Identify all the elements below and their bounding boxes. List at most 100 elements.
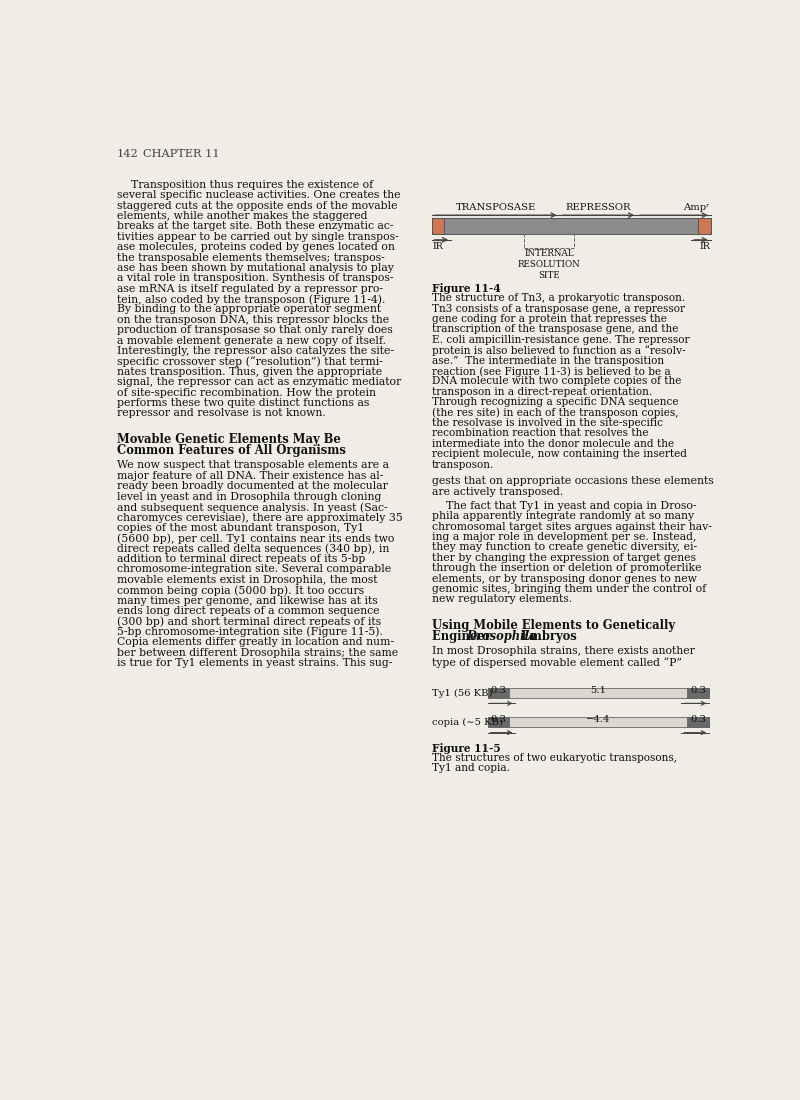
Text: 5-bp chromosome-integration site (Figure 11-5).: 5-bp chromosome-integration site (Figure… bbox=[117, 627, 383, 637]
Text: REPRESSOR: REPRESSOR bbox=[566, 202, 631, 212]
Text: common being copia (5000 bp). It too occurs: common being copia (5000 bp). It too occ… bbox=[117, 585, 364, 596]
Text: Through recognizing a specific DNA sequence: Through recognizing a specific DNA seque… bbox=[432, 397, 678, 407]
Text: Ty1 and copia.: Ty1 and copia. bbox=[432, 763, 510, 773]
Text: staggered cuts at the opposite ends of the movable: staggered cuts at the opposite ends of t… bbox=[117, 200, 398, 210]
Text: E. coli ampicillin-resistance gene. The repressor: E. coli ampicillin-resistance gene. The … bbox=[432, 334, 690, 345]
Text: copies of the most abundant transposon, Ty1: copies of the most abundant transposon, … bbox=[117, 522, 364, 532]
Text: Copia elements differ greatly in location and num-: Copia elements differ greatly in locatio… bbox=[117, 637, 394, 647]
Text: ready been broadly documented at the molecular: ready been broadly documented at the mol… bbox=[117, 481, 388, 492]
Text: a vital role in transposition. Synthesis of transpos-: a vital role in transposition. Synthesis… bbox=[117, 273, 394, 284]
Text: 142: 142 bbox=[117, 148, 139, 158]
Text: elements, while another makes the staggered: elements, while another makes the stagge… bbox=[117, 211, 367, 221]
Text: (300 bp) and short terminal direct repeats of its: (300 bp) and short terminal direct repea… bbox=[117, 616, 381, 627]
Text: Engineer: Engineer bbox=[432, 630, 494, 642]
Text: The structure of Tn3, a prokaryotic transposon.: The structure of Tn3, a prokaryotic tran… bbox=[432, 294, 685, 304]
Text: specific crossover step (“resolution”) that termi-: specific crossover step (“resolution”) t… bbox=[117, 356, 383, 367]
Text: breaks at the target site. Both these enzymatic ac-: breaks at the target site. Both these en… bbox=[117, 221, 394, 231]
Bar bbox=[687, 717, 709, 727]
Text: Figure 11-5: Figure 11-5 bbox=[432, 742, 500, 754]
Text: direct repeats called delta sequences (340 bp), in: direct repeats called delta sequences (3… bbox=[117, 543, 390, 554]
Text: Drosophila: Drosophila bbox=[466, 630, 536, 642]
Text: 0.3: 0.3 bbox=[490, 685, 506, 694]
Text: DNA molecule with two complete copies of the: DNA molecule with two complete copies of… bbox=[432, 376, 681, 386]
Text: transposon in a direct-repeat orientation.: transposon in a direct-repeat orientatio… bbox=[432, 387, 652, 397]
Text: ber between different Drosophila strains; the same: ber between different Drosophila strains… bbox=[117, 648, 398, 658]
Text: INTERNAL
RESOLUTION
SITE: INTERNAL RESOLUTION SITE bbox=[518, 249, 580, 279]
Text: several specific nuclease activities. One creates the: several specific nuclease activities. On… bbox=[117, 190, 401, 200]
Text: 0.3: 0.3 bbox=[490, 715, 506, 724]
Text: Ampʳ: Ampʳ bbox=[682, 202, 709, 212]
Text: on the transposon DNA, this repressor blocks the: on the transposon DNA, this repressor bl… bbox=[117, 315, 389, 324]
Text: phila apparently integrate randomly at so many: phila apparently integrate randomly at s… bbox=[432, 512, 694, 521]
Text: ase has been shown by mutational analysis to play: ase has been shown by mutational analysi… bbox=[117, 263, 394, 273]
Text: production of transposase so that only rarely does: production of transposase so that only r… bbox=[117, 326, 393, 336]
Text: transcription of the transposase gene, and the: transcription of the transposase gene, a… bbox=[432, 324, 678, 334]
Text: ase molecules, proteins coded by genes located on: ase molecules, proteins coded by genes l… bbox=[117, 242, 395, 252]
Text: copia (∼5 KB): copia (∼5 KB) bbox=[432, 717, 502, 727]
Text: We now suspect that transposable elements are a: We now suspect that transposable element… bbox=[117, 461, 389, 471]
Text: signal, the repressor can act as enzymatic mediator: signal, the repressor can act as enzymat… bbox=[117, 377, 402, 387]
Text: tein, also coded by the transposon (Figure 11-4).: tein, also coded by the transposon (Figu… bbox=[117, 294, 386, 305]
Text: Embryos: Embryos bbox=[517, 630, 577, 642]
Text: gene coding for a protein that represses the: gene coding for a protein that represses… bbox=[432, 315, 666, 324]
Text: nates transposition. Thus, given the appropriate: nates transposition. Thus, given the app… bbox=[117, 367, 382, 377]
Text: Ty1 (56 KB): Ty1 (56 KB) bbox=[432, 689, 492, 697]
Text: chromosomal target sites argues against their hav-: chromosomal target sites argues against … bbox=[432, 521, 711, 531]
Text: intermediate into the donor molecule and the: intermediate into the donor molecule and… bbox=[432, 439, 674, 449]
Text: new regulatory elements.: new regulatory elements. bbox=[432, 594, 572, 604]
Text: level in yeast and in Drosophila through cloning: level in yeast and in Drosophila through… bbox=[117, 492, 382, 502]
Text: major feature of all DNA. Their existence has al-: major feature of all DNA. Their existenc… bbox=[117, 471, 383, 481]
Text: (5600 bp), per cell. Ty1 contains near its ends two: (5600 bp), per cell. Ty1 contains near i… bbox=[117, 534, 394, 543]
Text: Using Mobile Elements to Genetically: Using Mobile Elements to Genetically bbox=[432, 618, 674, 631]
Text: repressor and resolvase is not known.: repressor and resolvase is not known. bbox=[117, 408, 326, 418]
Text: charomyces cerevisiae), there are approximately 35: charomyces cerevisiae), there are approx… bbox=[117, 513, 403, 522]
Text: gests that on appropriate occasions these elements: gests that on appropriate occasions thes… bbox=[432, 476, 714, 486]
Text: are actively transposed.: are actively transposed. bbox=[432, 486, 563, 496]
Text: (the res site) in each of the transposon copies,: (the res site) in each of the transposon… bbox=[432, 408, 678, 418]
Text: and subsequent sequence analysis. In yeast (Sac-: and subsequent sequence analysis. In yea… bbox=[117, 502, 388, 513]
Text: addition to terminal direct repeats of its 5-bp: addition to terminal direct repeats of i… bbox=[117, 554, 366, 564]
Text: they may function to create genetic diversity, ei-: they may function to create genetic dive… bbox=[432, 542, 697, 552]
Text: The fact that Ty1 in yeast and copia in Droso-: The fact that Ty1 in yeast and copia in … bbox=[432, 500, 696, 510]
Text: By binding to the appropriate operator segment: By binding to the appropriate operator s… bbox=[117, 305, 381, 315]
Bar bbox=[432, 218, 444, 233]
Text: ing a major role in development per se. Instead,: ing a major role in development per se. … bbox=[432, 532, 696, 542]
Text: TRANSPOSASE: TRANSPOSASE bbox=[455, 202, 536, 212]
Text: type of dispersed movable element called “P”: type of dispersed movable element called… bbox=[432, 657, 682, 668]
Text: ther by changing the expression of target genes: ther by changing the expression of targe… bbox=[432, 553, 696, 563]
Text: ends long direct repeats of a common sequence: ends long direct repeats of a common seq… bbox=[117, 606, 379, 616]
Text: reaction (see Figure 11-3) is believed to be a: reaction (see Figure 11-3) is believed t… bbox=[432, 366, 670, 376]
Text: elements, or by transposing donor genes to new: elements, or by transposing donor genes … bbox=[432, 573, 697, 584]
Text: ase.”  The intermediate in the transposition: ase.” The intermediate in the transposit… bbox=[432, 355, 664, 365]
Text: is true for Ty1 elements in yeast strains. This sug-: is true for Ty1 elements in yeast strain… bbox=[117, 658, 393, 668]
Bar bbox=[487, 688, 509, 698]
Text: protein is also believed to function as a “resolv-: protein is also believed to function as … bbox=[432, 345, 685, 356]
Bar bbox=[698, 218, 710, 233]
Text: movable elements exist in Drosophila, the most: movable elements exist in Drosophila, th… bbox=[117, 574, 378, 585]
Text: Interestingly, the repressor also catalyzes the site-: Interestingly, the repressor also cataly… bbox=[117, 346, 394, 356]
Text: a movable element generate a new copy of itself.: a movable element generate a new copy of… bbox=[117, 336, 386, 345]
Text: In most Drosophila strains, there exists another: In most Drosophila strains, there exists… bbox=[432, 647, 694, 657]
Text: 0.3: 0.3 bbox=[690, 715, 706, 724]
Text: The structures of two eukaryotic transposons,: The structures of two eukaryotic transpo… bbox=[432, 754, 677, 763]
Text: IR: IR bbox=[699, 242, 710, 251]
Text: Tn3 consists of a transposase gene, a repressor: Tn3 consists of a transposase gene, a re… bbox=[432, 304, 685, 313]
Text: many times per genome, and likewise has at its: many times per genome, and likewise has … bbox=[117, 595, 378, 605]
Text: of site-specific recombination. How the protein: of site-specific recombination. How the … bbox=[117, 387, 376, 397]
Bar bbox=[487, 688, 709, 698]
Text: through the insertion or deletion of promoterlike: through the insertion or deletion of pro… bbox=[432, 563, 701, 573]
Text: 0.3: 0.3 bbox=[690, 685, 706, 694]
Text: ase mRNA is itself regulated by a repressor pro-: ase mRNA is itself regulated by a repres… bbox=[117, 284, 383, 294]
Text: chromosome-integration site. Several comparable: chromosome-integration site. Several com… bbox=[117, 564, 391, 574]
Text: 5.1: 5.1 bbox=[590, 685, 606, 694]
Bar bbox=[524, 233, 574, 248]
Text: the transposable elements themselves; transpos-: the transposable elements themselves; tr… bbox=[117, 253, 385, 263]
Text: genomic sites, bringing them under the control of: genomic sites, bringing them under the c… bbox=[432, 584, 706, 594]
Text: Movable Genetic Elements May Be: Movable Genetic Elements May Be bbox=[117, 432, 341, 446]
Text: recombination reaction that resolves the: recombination reaction that resolves the bbox=[432, 428, 648, 439]
Text: Figure 11-4: Figure 11-4 bbox=[432, 283, 501, 294]
Text: Transposition thus requires the existence of: Transposition thus requires the existenc… bbox=[117, 179, 374, 189]
Text: recipient molecule, now containing the inserted: recipient molecule, now containing the i… bbox=[432, 449, 686, 459]
Text: Common Features of All Organisms: Common Features of All Organisms bbox=[117, 443, 346, 456]
Bar bbox=[487, 717, 509, 727]
